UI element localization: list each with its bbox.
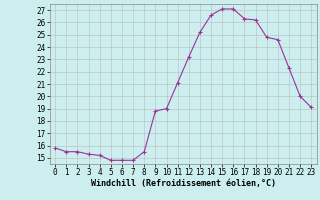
- X-axis label: Windchill (Refroidissement éolien,°C): Windchill (Refroidissement éolien,°C): [91, 179, 276, 188]
